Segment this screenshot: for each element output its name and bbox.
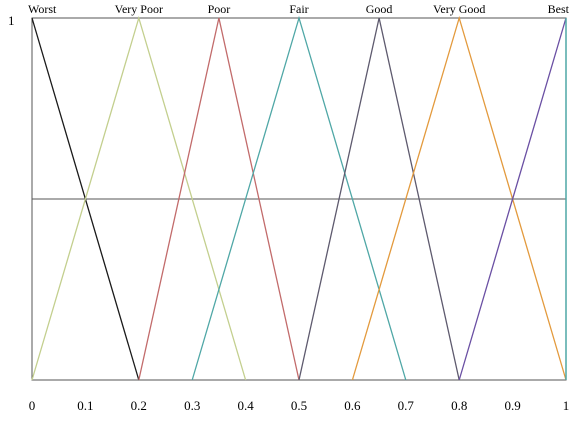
series-label-good: Good	[366, 2, 393, 16]
series-line-very-poor	[31, 15, 247, 381]
series-label-fair: Fair	[289, 2, 308, 16]
x-tick-label: 0.5	[291, 398, 307, 413]
series-line-best	[458, 17, 567, 381]
series-labels: Worst Very Poor Poor Fair Good Very Good Best	[28, 2, 569, 16]
series-line-poor	[138, 17, 300, 381]
series-lines	[31, 15, 567, 381]
x-tick-label: 1	[563, 398, 569, 413]
x-tick-label: 0.8	[451, 398, 467, 413]
y-tick-label-1: 1	[8, 13, 15, 28]
x-tick-label: 0.3	[184, 398, 200, 413]
x-tick-label: 0.4	[237, 398, 254, 413]
series-line-very-good	[351, 15, 567, 381]
x-tick-label: 0.6	[344, 398, 361, 413]
series-label-best: Best	[548, 2, 569, 16]
series-line-fair	[191, 15, 407, 381]
x-tick-label: 0.2	[131, 398, 147, 413]
series-label-very-poor: Very Poor	[115, 2, 163, 16]
series-label-very-good: Very Good	[433, 2, 485, 16]
series-label-worst: Worst	[28, 2, 57, 16]
x-tick-label: 0.1	[77, 398, 93, 413]
x-tick-label: 0	[29, 398, 36, 413]
series-label-poor: Poor	[208, 2, 231, 16]
x-tick-labels: 0 0.1 0.2 0.3 0.4 0.5 0.6 0.7 0.8 0.9 1	[29, 398, 569, 413]
x-tick-label: 0.9	[504, 398, 520, 413]
x-tick-label: 0.7	[398, 398, 415, 413]
series-line-good	[298, 17, 460, 381]
